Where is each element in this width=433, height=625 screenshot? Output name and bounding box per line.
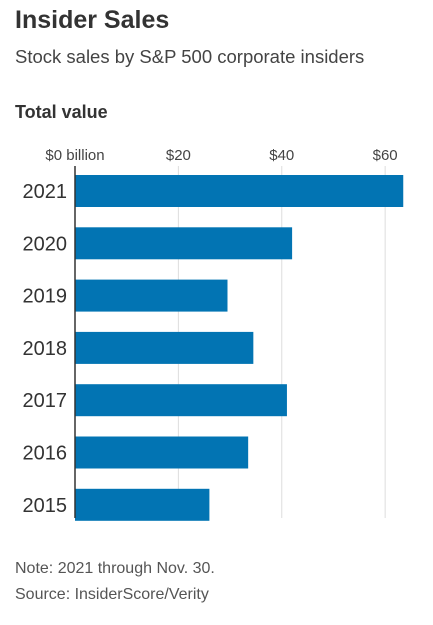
bar-2021	[75, 175, 404, 207]
category-label-2021: 2021	[23, 181, 68, 203]
category-label-2020: 2020	[23, 233, 68, 255]
bar-2015	[75, 488, 210, 521]
x-tick-label-20: $20	[166, 147, 191, 164]
bar-2019	[75, 279, 228, 312]
category-label-2015: 2015	[23, 495, 68, 517]
bar-2018	[75, 331, 254, 364]
bar-2017	[75, 384, 287, 417]
chart-subtitle: Stock sales by S&P 500 corporate insider…	[15, 46, 365, 67]
x-tick-label-40: $40	[269, 147, 294, 164]
x-tick-label-0: $0 billion	[45, 147, 104, 164]
panel-title: Total value	[15, 102, 108, 122]
x-tick-label-60: $60	[373, 147, 398, 164]
category-label-2019: 2019	[23, 286, 68, 308]
chart-source: Source: InsiderScore/Verity	[15, 586, 209, 603]
bar-2020	[75, 227, 293, 260]
category-label-2017: 2017	[23, 390, 68, 412]
category-label-2016: 2016	[23, 443, 68, 465]
category-label-2018: 2018	[23, 338, 68, 360]
bar-2016	[75, 436, 249, 469]
chart-note: Note: 2021 through Nov. 30.	[15, 560, 215, 577]
chart-title: Insider Sales	[15, 6, 170, 34]
bar-chart: $0 billion $20 $40 $60 2021 2020 2019 2018 2017 2…	[23, 147, 404, 521]
